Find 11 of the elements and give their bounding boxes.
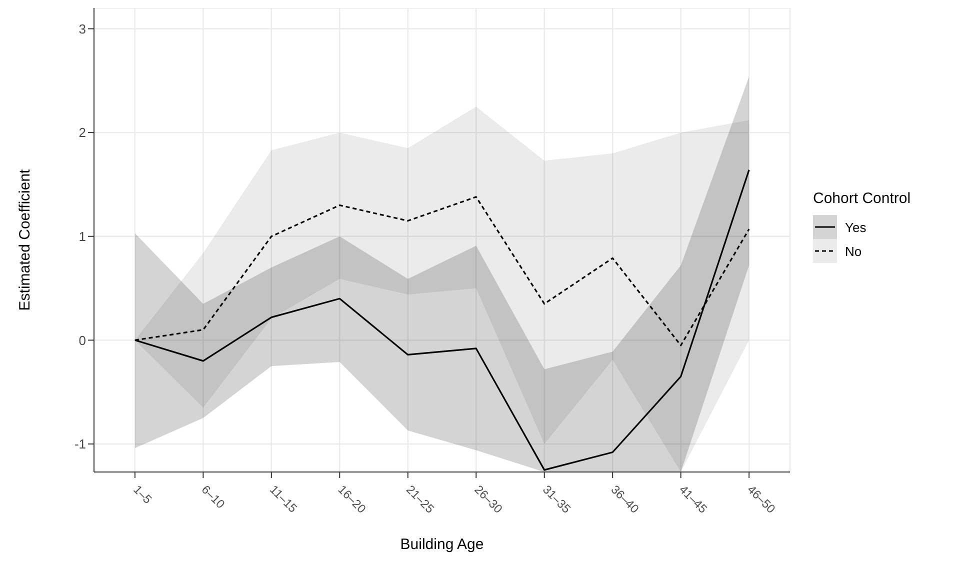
y-tick-label: 3 [78, 21, 86, 36]
x-tick-label: 1–5 [130, 482, 155, 507]
x-axis-title: Building Age [400, 536, 484, 553]
y-tick-label: 2 [78, 125, 86, 140]
y-tick-label: 0 [78, 332, 86, 348]
y-axis-title: Estimated Coefficient [16, 168, 34, 311]
y-tick-label: -1 [74, 436, 86, 452]
legend-label: No [845, 244, 862, 258]
y-tick-label: 1 [78, 228, 86, 244]
legend-title: Cohort Control [813, 190, 911, 207]
legend-label: Yes [845, 220, 866, 234]
